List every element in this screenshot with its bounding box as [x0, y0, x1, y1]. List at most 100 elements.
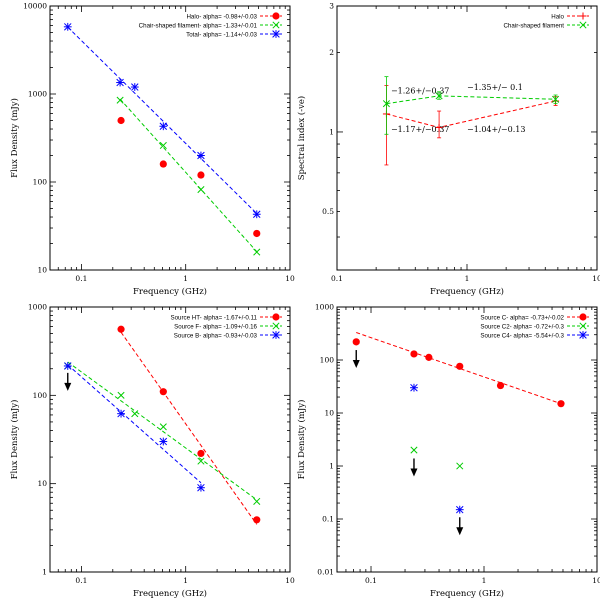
data-point-dot [557, 400, 565, 408]
legend-entry-label: Source F- alpha= -1.09+/-0.16 [174, 324, 257, 331]
data-point-dot [159, 388, 167, 396]
data-point [159, 388, 167, 396]
data-point [455, 505, 464, 514]
x-tick-label: 10 [592, 576, 600, 585]
data-point-dot [456, 362, 464, 370]
data-point [117, 116, 125, 125]
x-tick-label: 0.1 [331, 274, 343, 283]
data-point [117, 325, 125, 333]
y-tick-label: 100 [33, 391, 48, 400]
plot-frame [49, 306, 291, 573]
data-point-stroke-2 [552, 95, 560, 103]
data-point [552, 95, 560, 103]
data-point [410, 350, 418, 358]
data-point [159, 122, 168, 131]
data-point-stroke-2 [197, 186, 205, 194]
series-2 [116, 96, 261, 256]
data-point [197, 171, 205, 179]
y-axis-label: Flux Density (mJy) [9, 400, 20, 480]
data-point [252, 210, 261, 219]
data-point [382, 100, 390, 108]
series-1 [117, 116, 261, 238]
data-point-stroke-2 [435, 92, 443, 100]
axis-ticks [336, 5, 598, 271]
x-tick-label: 1 [183, 274, 188, 283]
axis-ticks [336, 306, 598, 573]
y-tick-label: 100 [33, 178, 48, 187]
y-tick-label: 0.1 [322, 515, 334, 524]
chart-panel-spectral-index: 0.1 1 10 0.5 1 2 3 Frequency (GHz) Spectral inde… [296, 2, 600, 298]
data-point-stroke-2 [116, 96, 124, 104]
y-tick-label: 1 [42, 568, 47, 577]
legend-entry-marker-stroke-2 [272, 322, 280, 330]
y-tick-label: 10 [37, 266, 47, 275]
x-tick-label: 1 [465, 274, 470, 283]
y-tick-label: 0.5 [322, 207, 334, 216]
legend-entry-marker [272, 21, 280, 29]
series-fit-line [119, 98, 258, 252]
spectral-index-annotation: −1.17+/−0.37 [391, 125, 449, 134]
x-tick-label: 1 [482, 576, 487, 585]
x-axis-label: Frequency (GHz) [133, 286, 207, 297]
upper-limit-arrow [352, 350, 360, 369]
legend-entry-marker-dot [272, 12, 280, 20]
series-2 [410, 446, 464, 470]
upper-limit-arrow-head [352, 360, 360, 369]
data-point [116, 96, 124, 104]
y-tick-label: 2 [329, 48, 334, 57]
x-axis-label: Frequency (GHz) [133, 588, 207, 599]
axis-ticks [49, 5, 291, 271]
series-3 [410, 383, 464, 514]
legend-entry-label: Halo [551, 14, 564, 21]
data-point-stroke-2 [159, 423, 167, 431]
data-point-dot [496, 381, 505, 390]
upper-limit-arrow-head [64, 382, 72, 391]
data-point [117, 409, 125, 418]
x-tick-label: 10 [592, 274, 600, 283]
x-tick-label: 0.1 [75, 274, 87, 283]
data-point [159, 141, 167, 150]
legend-entry-marker-dot [579, 313, 587, 321]
legend-entry-marker-stroke-2 [272, 21, 280, 29]
data-point [117, 391, 125, 399]
data-point-stroke-2 [456, 462, 464, 470]
data-point-dot [117, 325, 125, 333]
data-point [63, 22, 72, 31]
legend-entry-marker [272, 322, 280, 330]
series-connect-line [386, 100, 556, 128]
series-fit-line [356, 332, 562, 405]
legend: Source HT- alpha= -1.67+/-0.11 Source F- … [170, 313, 282, 340]
data-point [425, 353, 433, 361]
legend-entry-marker-stroke-2 [579, 322, 587, 330]
legend-entry-label: Halo- alpha= -0.98+/-0.03 [186, 14, 257, 21]
data-point [159, 437, 168, 446]
x-tick-label: 1 [183, 576, 188, 585]
data-point-stroke-2 [159, 141, 167, 150]
legend-entry-label: Source B- alpha= -0.93+/-0.03 [174, 333, 258, 340]
data-point-stroke-2 [382, 100, 390, 108]
legend-entry-label: Source C2- alpha= -0.72+/-0.3 [480, 324, 564, 331]
y-tick-label: 100 [320, 356, 335, 365]
legend-entry-label: Chair-shaped filament- alpha= -1.33+/-0.… [139, 23, 258, 30]
data-point [557, 400, 565, 408]
legend-entry-marker [272, 30, 280, 38]
chart-panel-flux-density: 0.1 1 10 10 100 1000 10000 Frequency (GHz) Flux … [9, 2, 295, 298]
legend-entry-marker [579, 21, 587, 29]
legend-entry-marker-stroke-2 [579, 21, 587, 29]
y-tick-label: 1000 [28, 90, 47, 99]
data-point [253, 248, 261, 256]
x-axis-label: Frequency (GHz) [430, 588, 504, 599]
data-point [253, 229, 261, 238]
plot-frame [49, 5, 291, 271]
upper-limit-arrow-head [410, 468, 418, 477]
series-2 [382, 76, 560, 135]
legend-entry-marker [272, 12, 280, 20]
x-tick-label: 0.1 [365, 576, 377, 585]
y-tick-label: 1000 [315, 303, 334, 312]
upper-limit-arrow [456, 517, 464, 536]
y-axis-label: Spectral index (-ve) [296, 96, 307, 181]
series-fit-line [67, 361, 258, 501]
legend-entry-label: Chair-shaped filament [503, 23, 564, 30]
data-point-dot [253, 516, 261, 524]
